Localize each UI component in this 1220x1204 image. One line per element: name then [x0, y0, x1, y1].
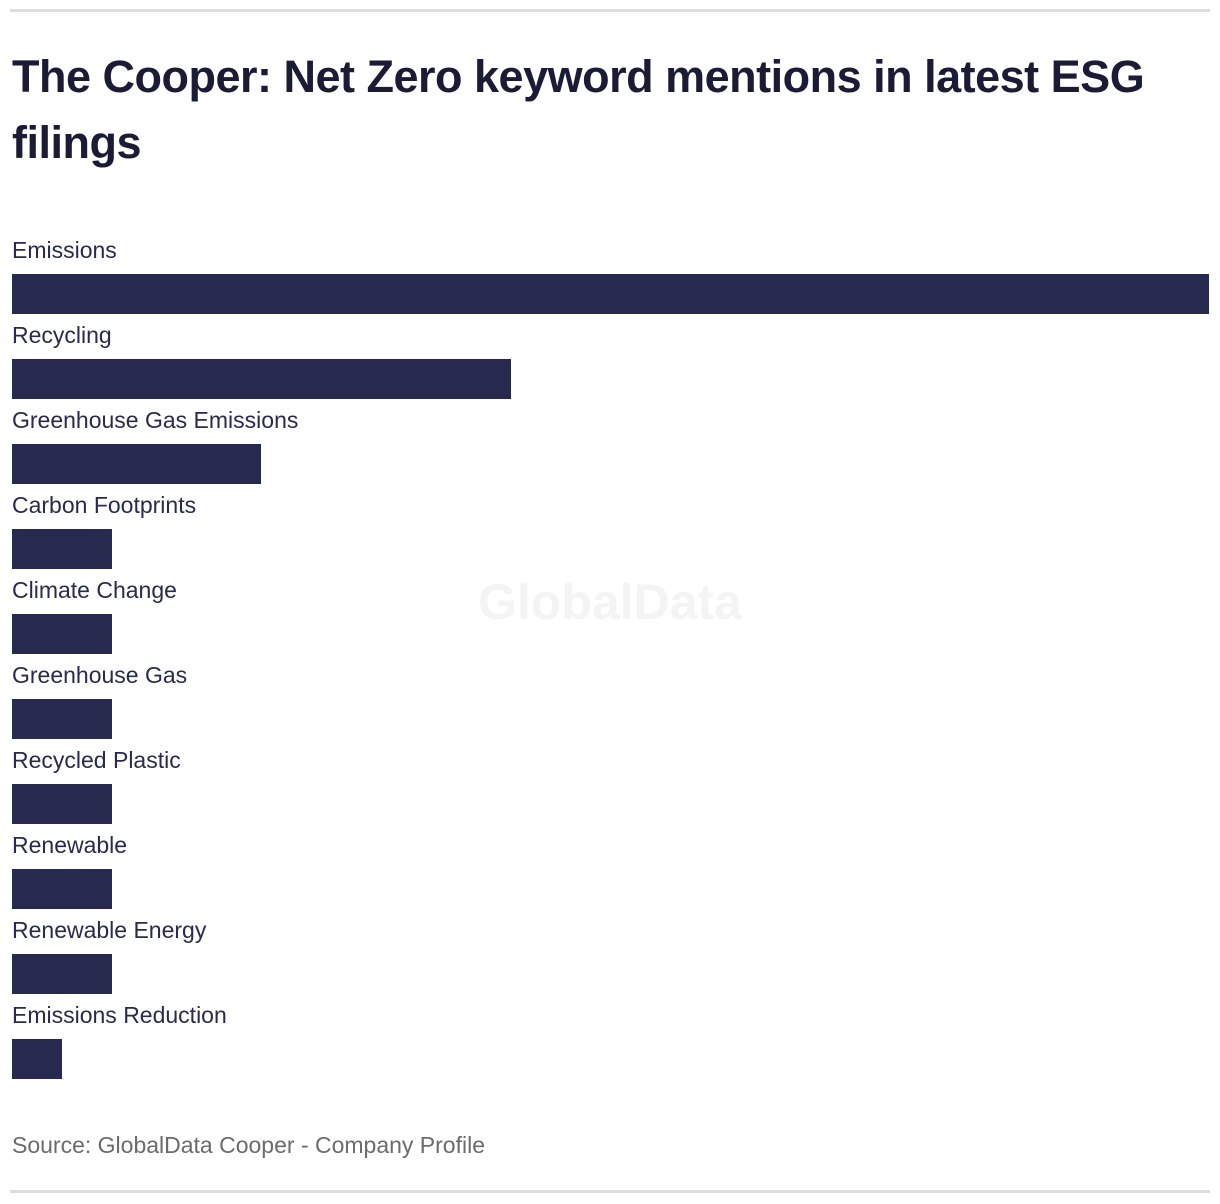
bar	[12, 444, 262, 484]
bar-row: Emissions	[12, 237, 1209, 314]
bar-row: Renewable	[12, 832, 1209, 909]
bar-label: Recycled Plastic	[12, 747, 181, 773]
bottom-divider	[10, 1190, 1210, 1193]
bar	[12, 614, 112, 654]
bar	[12, 1039, 62, 1079]
bar	[12, 699, 112, 739]
bar	[12, 869, 112, 909]
bar-label: Renewable	[12, 832, 128, 858]
bar-row: Climate Change	[12, 577, 1209, 654]
bar-chart: Emissions Recycling Greenhouse Gas Emiss…	[12, 237, 1209, 1087]
bar-label: Emissions Reduction	[12, 1002, 227, 1028]
bar-row: Recycling	[12, 322, 1209, 399]
source-note: Source: GlobalData Cooper - Company Prof…	[12, 1132, 486, 1158]
bar-label: Recycling	[12, 322, 112, 348]
bar-row: Carbon Footprints	[12, 492, 1209, 569]
bar-row: Greenhouse Gas	[12, 662, 1209, 739]
bar	[12, 784, 112, 824]
bar-label: Carbon Footprints	[12, 492, 197, 518]
bar-label: Emissions	[12, 237, 117, 263]
bar-label: Climate Change	[12, 577, 177, 603]
bar-label: Renewable Energy	[12, 917, 207, 943]
bar	[12, 274, 1209, 314]
globaldata-watermark: GlobalData	[478, 574, 742, 630]
bar	[12, 529, 112, 569]
bar-row: Greenhouse Gas Emissions	[12, 407, 1209, 484]
bar-row: Renewable Energy	[12, 917, 1209, 994]
bar-row: Recycled Plastic	[12, 747, 1209, 824]
bar	[12, 359, 511, 399]
bar-label: Greenhouse Gas	[12, 662, 188, 688]
bar	[12, 954, 112, 994]
bar-label: Greenhouse Gas Emissions	[12, 407, 299, 433]
bar-row: Emissions Reduction	[12, 1002, 1209, 1079]
bar-rows: Emissions Recycling Greenhouse Gas Emiss…	[12, 237, 1209, 1079]
top-divider	[10, 9, 1210, 12]
chart-title: The Cooper: Net Zero keyword mentions in…	[12, 51, 1145, 168]
